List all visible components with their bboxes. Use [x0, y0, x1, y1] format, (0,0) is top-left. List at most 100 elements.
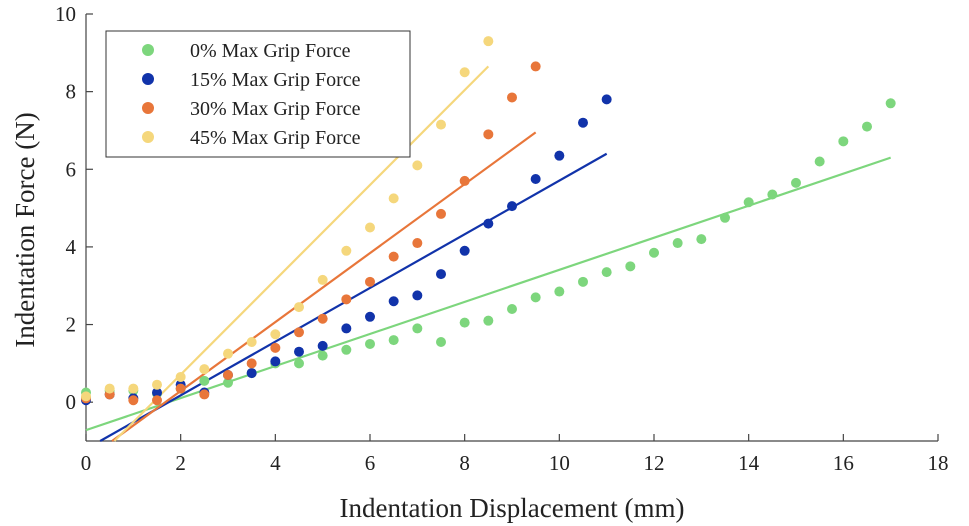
- data-point-series-1: [459, 245, 470, 256]
- data-point-series-1: [483, 218, 494, 229]
- data-point-series-2: [436, 208, 446, 219]
- legend-marker-series-1: [142, 73, 154, 85]
- data-point-series-3: [246, 337, 257, 348]
- data-point-series-0: [436, 337, 446, 348]
- data-point-series-3: [199, 364, 210, 375]
- y-axis-label: Indentation Force (N): [10, 112, 40, 347]
- data-point-series-1: [601, 94, 612, 105]
- data-point-series-3: [81, 391, 91, 402]
- data-point-series-0: [767, 189, 778, 200]
- data-point-series-0: [483, 315, 494, 326]
- data-point-series-2: [317, 313, 328, 324]
- data-point-series-0: [696, 234, 707, 245]
- data-point-series-0: [838, 136, 849, 147]
- data-point-series-0: [223, 377, 233, 388]
- data-point-series-1: [507, 201, 517, 212]
- data-point-series-0: [649, 247, 659, 258]
- fit-line-series-1: [99, 152, 608, 442]
- data-point-series-3: [128, 383, 139, 394]
- axes: 0 2 4 6 8 10 12 14 16 18 0 2 4 6 8 10: [55, 2, 949, 475]
- data-point-series-1: [317, 340, 328, 351]
- data-point-series-3: [152, 379, 162, 390]
- data-point-series-1: [270, 356, 281, 367]
- data-point-series-0: [625, 261, 636, 272]
- data-point-series-2: [223, 370, 233, 381]
- data-point-series-0: [554, 286, 565, 297]
- data-point-series-0: [743, 197, 754, 208]
- data-point-series-1: [554, 150, 565, 161]
- x-tick-label: 0: [81, 451, 92, 475]
- data-point-series-1: [412, 290, 423, 301]
- legend-label-series-3: 45% Max Grip Force: [190, 127, 361, 149]
- data-point-series-1: [341, 323, 352, 334]
- legend-marker-series-3: [142, 131, 154, 143]
- y-tick-label: 6: [66, 157, 77, 181]
- data-point-series-0: [199, 375, 210, 386]
- data-point-series-0: [601, 267, 612, 278]
- x-tick-label: 4: [270, 451, 281, 475]
- fit-line-series-2: [111, 131, 537, 442]
- legend-label-series-1: 15% Max Grip Force: [190, 69, 361, 91]
- data-point-series-2: [175, 383, 186, 394]
- data-point-series-3: [270, 329, 281, 340]
- data-point-series-2: [507, 92, 517, 103]
- data-point-series-0: [412, 323, 423, 334]
- data-point-series-3: [365, 222, 375, 233]
- data-point-series-2: [341, 294, 352, 305]
- data-points: [81, 36, 896, 406]
- data-point-series-0: [530, 292, 541, 303]
- data-point-series-2: [246, 358, 257, 369]
- data-point-series-1: [530, 173, 541, 184]
- data-point-series-0: [791, 177, 801, 188]
- x-tick-label: 8: [459, 451, 470, 475]
- y-tick-label: 4: [66, 235, 77, 259]
- data-point-series-0: [862, 121, 872, 132]
- y-tick-label: 0: [66, 390, 77, 414]
- data-point-series-3: [483, 36, 494, 47]
- data-point-series-3: [412, 160, 423, 171]
- data-point-series-2: [388, 251, 399, 262]
- data-point-series-0: [720, 212, 730, 223]
- y-tick-label: 8: [66, 80, 77, 104]
- x-tick-label: 18: [928, 451, 949, 475]
- data-point-series-0: [294, 358, 304, 369]
- y-tick-label: 2: [66, 313, 77, 337]
- x-tick-label: 6: [365, 451, 376, 475]
- data-point-series-0: [317, 350, 328, 361]
- x-tick-label: 16: [833, 451, 854, 475]
- data-point-series-2: [459, 175, 470, 186]
- data-point-series-3: [294, 302, 304, 313]
- x-tick-label: 2: [175, 451, 186, 475]
- data-point-series-1: [388, 296, 399, 307]
- data-point-series-3: [175, 371, 186, 382]
- fit-line-series-0: [85, 156, 892, 432]
- data-point-series-1: [436, 269, 446, 280]
- data-point-series-1: [578, 117, 588, 128]
- data-point-series-3: [317, 274, 328, 285]
- data-point-series-3: [436, 119, 446, 130]
- legend-box: [105, 30, 411, 158]
- data-point-series-0: [578, 276, 588, 287]
- data-point-series-0: [388, 335, 399, 346]
- x-tick-label: 14: [738, 451, 760, 475]
- data-point-series-0: [365, 338, 375, 349]
- data-point-series-0: [814, 156, 825, 167]
- data-point-series-1: [365, 311, 375, 322]
- data-point-series-2: [412, 238, 423, 249]
- data-point-series-2: [530, 61, 541, 72]
- data-point-series-2: [128, 395, 139, 406]
- legend: 0% Max Grip Force 15% Max Grip Force 30% M…: [105, 30, 411, 158]
- data-point-series-0: [885, 98, 896, 109]
- x-axis-label: Indentation Displacement (mm): [340, 493, 685, 523]
- data-point-series-3: [223, 348, 233, 359]
- data-point-series-1: [152, 387, 162, 398]
- data-point-series-0: [459, 317, 470, 328]
- legend-marker-series-2: [142, 102, 154, 114]
- y-tick-label: 10: [55, 2, 76, 26]
- legend-label-series-0: 0% Max Grip Force: [190, 40, 351, 62]
- data-point-series-2: [152, 395, 162, 406]
- data-point-series-3: [388, 193, 399, 204]
- data-point-series-2: [294, 327, 304, 338]
- legend-marker-series-0: [142, 44, 154, 56]
